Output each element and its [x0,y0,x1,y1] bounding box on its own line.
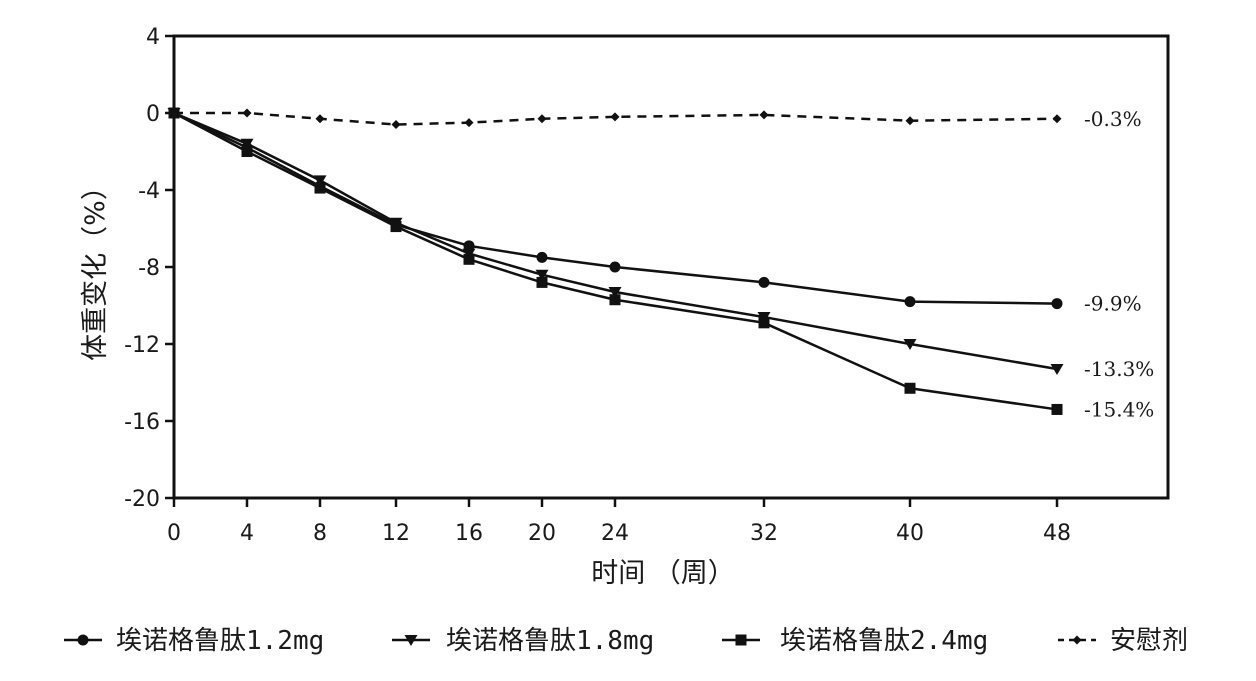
y-tick-label: -16 [124,410,160,435]
legend-marker [77,634,89,646]
end-value-label: -9.9% [1084,292,1142,316]
legend-item: 埃诺格鲁肽1.8mg [392,626,654,656]
series-square [168,107,1063,415]
data-point [463,253,475,265]
y-tick-label: -12 [124,333,160,358]
series-triangle-down [167,108,1064,376]
x-tick-label: 48 [1043,521,1071,546]
x-tick-label: 40 [896,521,924,546]
legend-item: 埃诺格鲁肽1.2mg [64,626,324,656]
legend-item: 埃诺格鲁肽2.4mg [722,626,988,656]
x-tick-label: 16 [455,521,483,546]
x-axis-title: 时间 （周） [591,558,735,589]
end-value-label: -0.3% [1084,107,1142,131]
data-point [1050,364,1064,376]
data-point [903,339,917,350]
series-line [174,111,1058,126]
legend-label: 埃诺格鲁肽1.8mg [446,626,654,656]
data-point [390,221,402,233]
legend-marker [404,635,418,646]
data-point [1051,298,1063,310]
legend-item: 安慰剂 [1058,626,1188,656]
data-point [241,146,253,157]
data-point [536,276,548,288]
series-layer [167,107,1064,415]
series-line [173,111,1058,371]
legend-marker [735,634,747,646]
y-tick-label: -20 [124,487,160,512]
data-point [536,251,548,263]
labels-layer: -9.9% -13.3% -15.4% -0.3% [1084,107,1154,422]
data-point [391,120,401,130]
data-point [464,118,474,128]
data-point [313,175,327,187]
y-tick-label: 0 [146,102,160,127]
legend: 埃诺格鲁肽1.2mg 埃诺格鲁肽1.8mg 埃诺格鲁肽2.4mg 安慰剂 [64,626,1188,656]
data-point [759,110,769,120]
x-tick-label: 8 [313,521,327,546]
y-axis-title: 体重变化（%） [80,173,111,361]
x-tick-label: 20 [528,521,556,546]
end-value-label: -13.3% [1084,357,1154,381]
data-point [904,296,916,308]
data-point [314,182,326,194]
data-point [609,294,621,306]
series-diamond [169,108,1062,130]
y-tick-label: -8 [138,256,160,281]
y-tick-label: 4 [146,25,160,50]
series-circle [168,107,1063,310]
legend-label: 安慰剂 [1110,626,1188,656]
data-point [610,112,620,122]
data-point [758,317,770,329]
data-point [1052,114,1062,124]
x-tick-label: 4 [240,521,254,546]
x-tick-label: 12 [382,521,410,546]
data-point [537,114,547,124]
x-tick-label: 24 [601,521,629,546]
plot-frame [172,34,1170,500]
data-point [758,276,770,288]
data-point [1051,403,1063,415]
end-value-label: -15.4% [1084,397,1154,421]
data-point [242,108,252,118]
data-point [315,114,325,124]
series-line [173,111,1058,305]
data-point [608,287,622,299]
data-point [169,108,179,118]
y-tick-label: -4 [138,179,160,204]
x-tick-label: 0 [167,521,181,546]
legend-label: 埃诺格鲁肽1.2mg [116,626,324,656]
data-point [535,269,549,281]
x-tick-label: 32 [750,521,778,546]
legend-label: 埃诺格鲁肽2.4mg [780,626,988,656]
legend-marker [1072,635,1082,645]
data-point [904,382,916,394]
series-line [173,111,1058,411]
data-point [609,261,621,273]
data-point [905,116,915,126]
data-point [240,138,254,150]
